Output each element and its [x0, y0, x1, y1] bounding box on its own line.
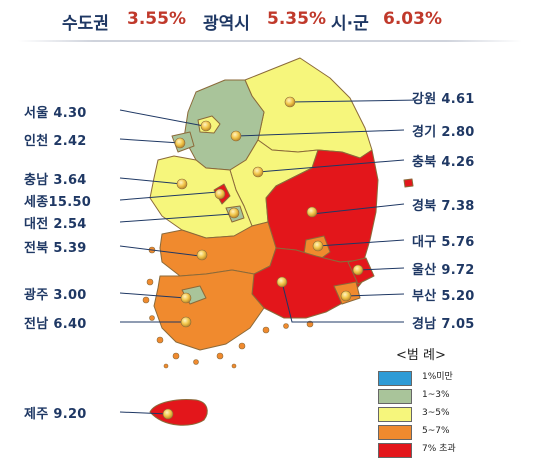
region-jeju — [149, 399, 208, 426]
header-metro-value: 5.35% — [267, 9, 326, 29]
marker-dot-incheon — [174, 137, 186, 149]
legend-swatch — [378, 425, 412, 440]
label-seoul: 서울 4.30 — [24, 106, 87, 121]
legend-item-label: 1~3% — [422, 390, 450, 400]
marker-dot-gangwon — [284, 96, 296, 108]
label-chungbuk: 충북 4.26 — [412, 155, 475, 170]
header-metro-label: 광역시 — [203, 14, 250, 34]
label-jeonbuk: 전북 5.39 — [24, 241, 87, 256]
islands — [142, 246, 314, 369]
legend-swatch — [378, 443, 412, 458]
marker-dot-busan — [340, 290, 352, 302]
header-city-value: 6.03% — [383, 9, 442, 29]
label-gwangju: 광주 3.00 — [24, 288, 87, 303]
marker-dot-seoul — [200, 120, 212, 132]
label-gyeongnam: 경남 7.05 — [412, 317, 475, 332]
header-city-label: 시·군 — [331, 14, 369, 34]
legend-item-label: 5~7% — [422, 426, 450, 436]
legend-swatch — [378, 407, 412, 422]
header: 수도권 3.55% 광역시 5.35% 시·군 6.03% — [0, 0, 540, 42]
marker-dot-gyeongnam — [276, 276, 288, 288]
marker-dot-daejeon — [228, 207, 240, 219]
label-daegu: 대구 5.76 — [412, 235, 475, 250]
legend-swatch — [378, 389, 412, 404]
marker-dot-sejong — [214, 188, 226, 200]
marker-dot-gwangju — [180, 292, 192, 304]
marker-dot-chungbuk — [252, 166, 264, 178]
label-daejeon: 대전 2.54 — [24, 217, 87, 232]
legend-title: <범 례> — [396, 348, 446, 363]
region-gangwon — [244, 57, 373, 159]
label-busan: 부산 5.20 — [412, 289, 475, 304]
legend-item-label: 3~5% — [422, 408, 450, 418]
marker-dot-daegu — [312, 240, 324, 252]
label-gyeonggi: 경기 2.80 — [412, 125, 475, 140]
marker-dot-jeonbuk — [196, 249, 208, 261]
label-jeju: 제주 9.20 — [24, 407, 87, 422]
header-capital-label: 수도권 — [62, 14, 109, 34]
header-capital-value: 3.55% — [127, 9, 186, 29]
region-jeonnam — [153, 269, 265, 351]
label-gyeongbuk: 경북 7.38 — [412, 199, 475, 214]
label-sejong: 세종15.50 — [24, 195, 92, 210]
label-incheon: 인천 2.42 — [24, 134, 87, 149]
header-divider — [18, 40, 522, 42]
label-gangwon: 강원 4.61 — [412, 92, 475, 107]
legend-swatch — [378, 371, 412, 386]
island-ulleung — [403, 178, 414, 188]
marker-dot-chungnam — [176, 178, 188, 190]
marker-dot-gyeongbuk — [306, 206, 318, 218]
marker-dot-ulsan — [352, 264, 364, 276]
marker-dot-jeonnam — [180, 316, 192, 328]
label-chungnam: 충남 3.64 — [24, 173, 87, 188]
marker-dot-jeju — [162, 408, 174, 420]
legend-item-label: 1%미만 — [422, 372, 453, 382]
marker-dot-gyeonggi — [230, 130, 242, 142]
label-ulsan: 울산 9.72 — [412, 263, 475, 278]
legend-item-label: 7% 초과 — [422, 444, 456, 454]
label-jeonnam: 전남 6.40 — [24, 317, 87, 332]
